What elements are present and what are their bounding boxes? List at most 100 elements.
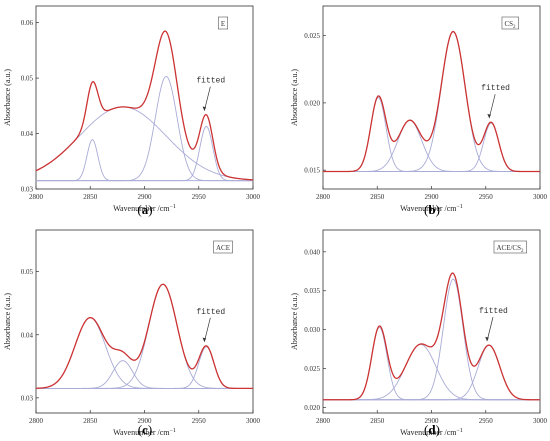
x-axis-label-sup: −1 — [170, 428, 176, 434]
x-tick-label: 2800 — [316, 193, 331, 201]
legend-label: ACE — [216, 244, 230, 252]
y-tick-label: 0.015 — [304, 167, 320, 175]
x-tick-label: 2950 — [479, 417, 494, 425]
plot-frame — [35, 5, 254, 190]
x-tick-label: 2950 — [192, 417, 207, 425]
y-tick-label: 0.030 — [304, 326, 320, 334]
x-axis-label-name: Wavenumber — [113, 204, 157, 213]
annotation-arrowhead — [485, 336, 489, 342]
x-axis-label: Wavenumber /cm−1 — [400, 204, 463, 213]
panel-caption: (a) — [137, 202, 152, 217]
x-tick-label: 2850 — [370, 417, 385, 425]
x-tick-label: 2900 — [425, 417, 440, 425]
y-axis-label: Absorbance (a.u.) — [3, 69, 12, 126]
y-tick-label: 0.03 — [21, 394, 34, 402]
legend-label: E — [221, 20, 225, 28]
panel-d: 2800 2850 2900 2950 3000 0.020 0.025 0.030 0.035… — [290, 229, 548, 437]
x-axis-label-unit: /cm — [445, 204, 458, 213]
x-tick-label: 2900 — [425, 193, 440, 201]
x-axis-label-name: Wavenumber — [113, 428, 157, 437]
caption-close: ) — [148, 202, 152, 217]
component-peak-2 — [36, 360, 253, 389]
component-peak-4 — [323, 122, 540, 172]
caption-open: ( — [137, 202, 141, 217]
component-peak-4 — [36, 125, 253, 182]
x-axis-label-unit: /cm — [158, 428, 171, 437]
caption-letter: b — [428, 202, 435, 217]
panel-caption: (d) — [424, 422, 440, 437]
panel-a: 2800 2850 2900 2950 3000 0.03 0.04 0.05 0.06 Wave… — [3, 5, 261, 217]
fitted-curve — [323, 272, 540, 401]
legend-label: ACE/CS2 — [496, 244, 524, 254]
caption-letter: d — [428, 422, 436, 437]
annotation-arrowhead — [202, 106, 207, 111]
legend-box — [493, 240, 527, 254]
x-axis-label: Wavenumber /cm−1 — [113, 204, 176, 213]
component-peak-2 — [323, 344, 540, 401]
annotation-arrow — [486, 317, 494, 342]
y-axis-label: Absorbance (a.u.) — [290, 293, 299, 350]
x-tick-label: 2900 — [138, 193, 153, 201]
caption-close: ) — [436, 202, 440, 217]
annotation-arrow — [204, 86, 211, 111]
y-tick-label: 0.020 — [304, 99, 320, 107]
legend-label: CS2 — [504, 20, 516, 30]
caption-letter: a — [142, 202, 149, 217]
component-peak-3 — [36, 283, 253, 389]
panel-c: 2800 2850 2900 2950 3000 0.03 0.04 0.05 Wavenumb… — [3, 229, 261, 437]
x-axis-label: Wavenumber /cm−1 — [113, 428, 176, 437]
x-axis-label-name: Wavenumber — [400, 204, 444, 213]
y-tick-label: 0.06 — [21, 19, 34, 27]
component-peak-4 — [323, 344, 540, 401]
x-tick-label: 3000 — [533, 193, 548, 201]
legend-box — [218, 16, 228, 30]
y-axis-label: Absorbance (a.u.) — [3, 293, 12, 350]
y-tick-label: 0.05 — [21, 268, 34, 276]
y-tick-label: 0.020 — [304, 404, 320, 412]
x-axis-label-unit: /cm — [158, 204, 171, 213]
legend-box — [501, 16, 519, 30]
panel-caption: (c) — [138, 422, 152, 437]
y-tick-label: 0.025 — [304, 365, 320, 373]
fitted-curve — [35, 283, 253, 390]
caption-open: ( — [424, 202, 428, 217]
fitted-annotation: fitted — [479, 307, 508, 316]
legend-label-main: CS — [504, 20, 513, 28]
x-tick-label: 2800 — [29, 193, 44, 201]
x-axis-label-unit: /cm — [445, 428, 458, 437]
annotation-arrowhead — [202, 337, 207, 342]
annotation-arrow — [204, 317, 211, 342]
legend-label-sub: 2 — [521, 249, 524, 254]
x-axis-label: Wavenumber /cm−1 — [400, 428, 463, 437]
panel-caption: (b) — [424, 202, 440, 217]
caption-close: ) — [148, 422, 152, 437]
y-tick-label: 0.025 — [304, 32, 320, 40]
y-axis-label: Absorbance (a.u.) — [290, 69, 299, 126]
fitted-annotation: fitted — [481, 84, 510, 93]
legend-box — [213, 240, 233, 254]
x-axis-label-name: Wavenumber — [400, 428, 444, 437]
y-tick-label: 0.035 — [304, 287, 320, 295]
component-peak-1 — [35, 317, 253, 389]
x-tick-label: 2950 — [479, 193, 494, 201]
component-peak-3 — [36, 75, 253, 182]
y-tick-label: 0.05 — [21, 75, 34, 83]
component-peak-3 — [323, 31, 540, 172]
x-tick-label: 2800 — [29, 417, 44, 425]
caption-letter: c — [142, 422, 148, 437]
y-tick-label: 0.04 — [21, 331, 34, 339]
fitted-curve — [323, 30, 540, 173]
fitted-annotation: fitted — [196, 308, 225, 317]
x-axis-label-sup: −1 — [170, 204, 176, 210]
caption-close: ) — [436, 422, 440, 437]
x-tick-label: 2850 — [83, 417, 98, 425]
component-peak-3 — [323, 278, 540, 401]
annotation-arrowhead — [487, 113, 491, 119]
y-tick-label: 0.03 — [21, 186, 34, 194]
x-tick-label: 3000 — [533, 417, 548, 425]
legend-label-sub: 2 — [513, 25, 516, 30]
x-tick-label: 2900 — [138, 417, 153, 425]
caption-open: ( — [424, 422, 428, 437]
caption-open: ( — [138, 422, 142, 437]
